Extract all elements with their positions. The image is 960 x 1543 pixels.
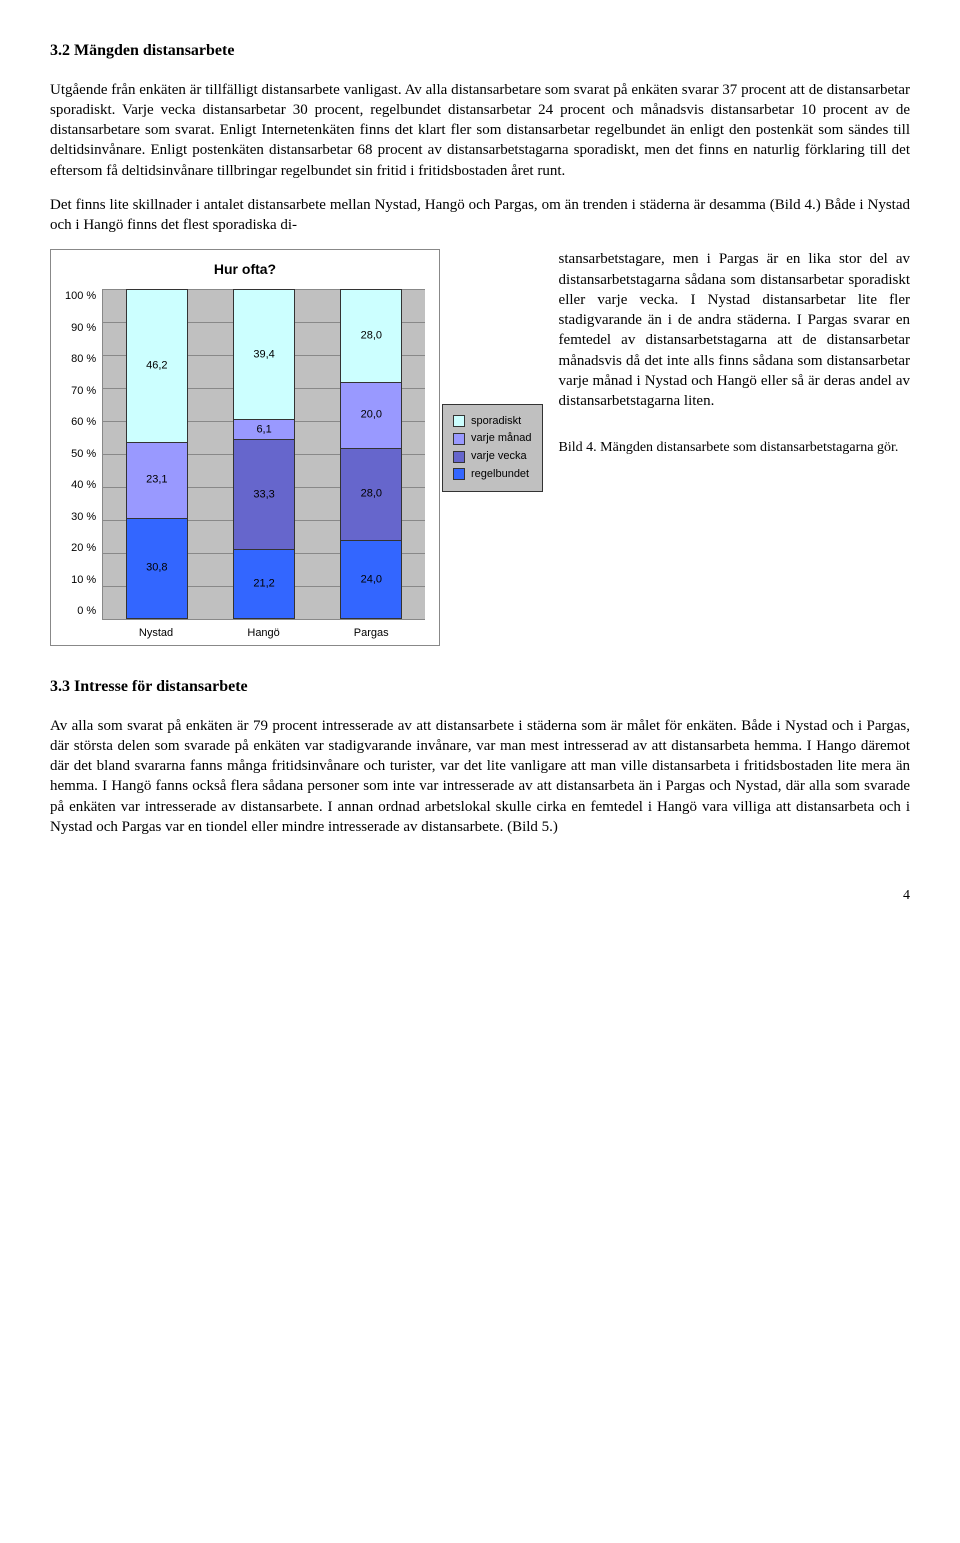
y-tick-label: 30 %	[65, 510, 96, 525]
bars-container: 46,223,130,839,46,133,321,228,020,028,02…	[103, 289, 425, 619]
chart-container: Hur ofta? 100 % 90 % 80 % 70 % 60 % 50 % 40 % 3…	[50, 249, 440, 646]
chart-title: Hur ofta?	[65, 260, 425, 279]
bar-value-label: 33,3	[234, 487, 294, 502]
bar-segment-regelbundet: 21,2	[234, 549, 294, 619]
y-tick-label: 90 %	[65, 321, 96, 336]
bar-value-label: 28,0	[341, 487, 401, 502]
y-tick-label: 10 %	[65, 573, 96, 588]
bar-value-label: 39,4	[234, 347, 294, 362]
paragraph-2: Det finns lite skillnader i antalet dist…	[50, 195, 910, 236]
y-tick-label: 50 %	[65, 447, 96, 462]
y-axis: 100 % 90 % 80 % 70 % 60 % 50 % 40 % 30 % 20 % 10 …	[65, 289, 102, 619]
y-tick-label: 0 %	[65, 604, 96, 619]
chart-caption: Bild 4. Mängden distansarbete som distan…	[559, 439, 910, 458]
stacked-bar: 46,2 23,1 30,8	[126, 289, 188, 619]
y-tick-label: 40 %	[65, 478, 96, 493]
bar-value-label: 6,1	[234, 422, 294, 437]
bar-segment-varje_vecka: 28,0	[341, 448, 401, 540]
legend-label: varje månad	[471, 431, 532, 446]
stacked-bar: 28,0 20,0 28,0 24,0	[340, 289, 402, 619]
paragraph-1: Utgående från enkäten är tillfälligt dis…	[50, 80, 910, 181]
paragraph-3: Av alla som svarat på enkäten är 79 proc…	[50, 716, 910, 838]
bar-segment-regelbundet: 30,8	[127, 518, 187, 620]
legend-swatch	[453, 468, 465, 480]
bar-value-label: 20,0	[341, 408, 401, 423]
bar-value-label: 30,8	[127, 561, 187, 576]
bar-segment-varje_vecka: 33,3	[234, 439, 294, 549]
legend-swatch	[453, 433, 465, 445]
y-tick-label: 70 %	[65, 384, 96, 399]
chart-and-text-row: Hur ofta? 100 % 90 % 80 % 70 % 60 % 50 % 40 % 3…	[50, 249, 910, 646]
bar-segment-varje_manad: 6,1	[234, 419, 294, 439]
bar-value-label: 46,2	[127, 358, 187, 373]
page-number: 4	[50, 887, 910, 906]
bar-segment-sporadiskt: 39,4	[234, 289, 294, 419]
legend-item: regelbundet	[453, 467, 532, 482]
y-tick-label: 20 %	[65, 541, 96, 556]
section-heading-1: 3.2 Mängden distansarbete	[50, 40, 910, 62]
legend-label: varje vecka	[471, 449, 527, 464]
y-tick-label: 80 %	[65, 352, 96, 367]
chart-legend: sporadiskt varje månad varje vecka regelbun…	[442, 404, 543, 492]
bar-segment-regelbundet: 24,0	[341, 540, 401, 619]
bar-segment-varje_manad: 20,0	[341, 382, 401, 448]
legend-item: varje månad	[453, 431, 532, 446]
bar-segment-sporadiskt: 28,0	[341, 289, 401, 381]
bar-value-label: 24,0	[341, 572, 401, 587]
side-paragraph-column: stansarbetstagare, men i Pargas är en li…	[543, 249, 910, 458]
bar-segment-varje_manad: 23,1	[127, 442, 187, 518]
stacked-bar: 39,4 6,1 33,3 21,2	[233, 289, 295, 619]
chart-grid: 46,223,130,839,46,133,321,228,020,028,02…	[102, 289, 425, 620]
legend-swatch	[453, 451, 465, 463]
bar-segment-sporadiskt: 46,2	[127, 289, 187, 441]
x-tick-label: Nystad	[126, 626, 186, 641]
x-axis: Nystad Hangö Pargas	[102, 626, 425, 641]
x-tick-label: Hangö	[234, 626, 294, 641]
section-heading-2: 3.3 Intresse för distansarbete	[50, 676, 910, 698]
legend-item: varje vecka	[453, 449, 532, 464]
bar-value-label: 28,0	[341, 329, 401, 344]
legend-swatch	[453, 415, 465, 427]
legend-label: regelbundet	[471, 467, 529, 482]
side-paragraph: stansarbetstagare, men i Pargas är en li…	[559, 251, 910, 409]
legend-item: sporadiskt	[453, 414, 532, 429]
plot-area: 100 % 90 % 80 % 70 % 60 % 50 % 40 % 30 % 20 % 10 …	[65, 289, 425, 641]
legend-label: sporadiskt	[471, 414, 521, 429]
y-tick-label: 60 %	[65, 415, 96, 430]
gridline	[103, 619, 425, 620]
x-tick-label: Pargas	[341, 626, 401, 641]
bar-value-label: 23,1	[127, 473, 187, 488]
y-tick-label: 100 %	[65, 289, 96, 304]
bar-value-label: 21,2	[234, 577, 294, 592]
